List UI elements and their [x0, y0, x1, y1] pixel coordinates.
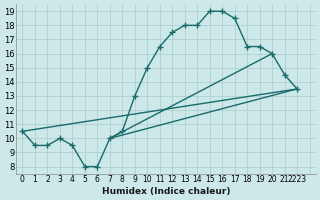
X-axis label: Humidex (Indice chaleur): Humidex (Indice chaleur) — [102, 187, 230, 196]
